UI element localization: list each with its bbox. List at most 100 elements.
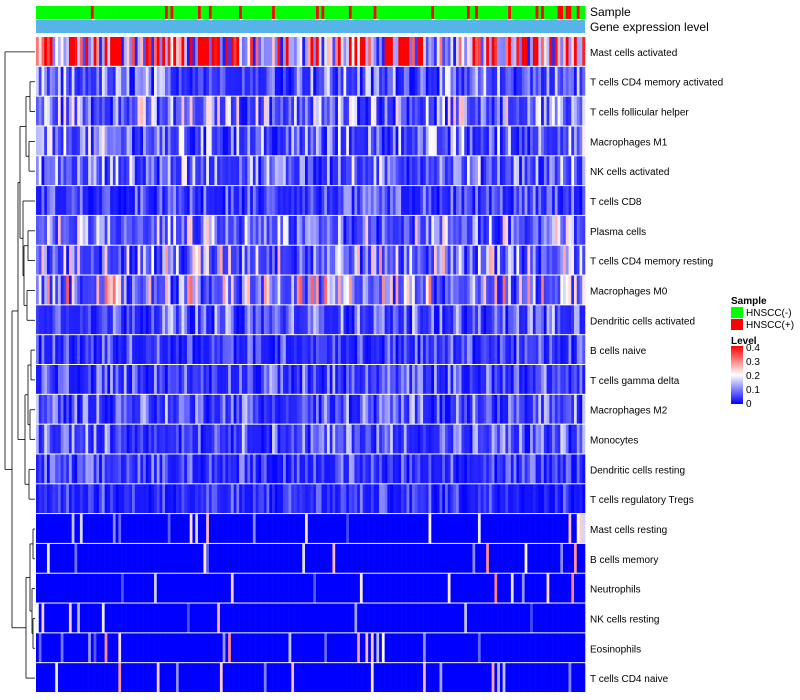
heatmap-cell	[494, 603, 498, 633]
sample-group-cell	[450, 6, 454, 19]
heatmap-cell	[258, 603, 262, 633]
row-label: B cells memory	[590, 555, 658, 566]
heatmap-cell	[46, 543, 51, 573]
heatmap-cell	[423, 394, 427, 424]
heatmap-cell	[340, 633, 344, 663]
heatmap-cell	[310, 335, 314, 364]
heatmap-cell	[225, 156, 229, 186]
heatmap-cell	[362, 126, 366, 156]
heatmap-cell	[541, 126, 545, 156]
heatmap-cell	[384, 126, 388, 156]
heatmap-cell	[250, 66, 254, 96]
heatmap-cell	[263, 603, 267, 633]
heatmap-cell	[294, 573, 298, 603]
row-label: Macrophages M2	[590, 406, 668, 417]
heatmap-cell	[184, 573, 188, 603]
heatmap-cell	[225, 305, 229, 335]
heatmap-cell	[392, 245, 396, 275]
heatmap-cell	[186, 633, 191, 663]
heatmap-cell	[299, 186, 303, 215]
heatmap-cell	[428, 424, 432, 454]
heatmap-cell	[156, 603, 160, 633]
heatmap-cell	[398, 484, 402, 514]
heatmap-cell	[71, 424, 75, 454]
heatmap-cell	[513, 633, 517, 663]
heatmap-cell	[176, 37, 180, 66]
heatmap-cell	[123, 603, 127, 633]
heatmap-cell	[77, 633, 81, 663]
heatmap-cell	[280, 603, 284, 633]
heatmap-cell	[107, 573, 111, 603]
sample-group-cell	[486, 6, 490, 19]
heatmap-cell	[126, 186, 130, 215]
heatmap-cell	[428, 305, 432, 335]
heatmap-cell	[162, 186, 166, 215]
heatmap-cell	[549, 305, 553, 335]
heatmap-cell	[428, 275, 432, 305]
heatmap-cell	[557, 96, 561, 126]
heatmap-cell	[450, 514, 454, 543]
heatmap-cell	[406, 37, 410, 66]
heatmap-cell	[420, 245, 424, 275]
heatmap-cell	[110, 156, 114, 186]
heatmap-cell	[434, 186, 438, 215]
heatmap-cell	[538, 156, 542, 186]
heatmap-cell	[82, 156, 86, 186]
heatmap-cell	[126, 633, 130, 663]
heatmap-cell	[491, 186, 495, 215]
heatmap-cell	[104, 126, 108, 156]
heatmap-cell	[423, 365, 427, 394]
heatmap-cell	[453, 484, 457, 514]
heatmap-cell	[395, 37, 399, 66]
heatmap-cell	[368, 573, 372, 603]
heatmap-cell	[104, 424, 108, 454]
heatmap-cell	[63, 663, 67, 692]
heatmap-cell	[307, 514, 311, 543]
heatmap-cell	[156, 305, 160, 335]
heatmap-cell	[541, 305, 545, 335]
heatmap-cell	[324, 37, 328, 66]
heatmap-cell	[409, 275, 413, 305]
heatmap-cell	[475, 245, 479, 275]
heatmap-cell	[305, 663, 309, 692]
heatmap-cell	[431, 365, 435, 394]
heatmap-cell	[409, 454, 413, 484]
heatmap-cell	[579, 37, 583, 66]
heatmap-cell	[521, 543, 525, 573]
heatmap-cell	[455, 126, 460, 156]
heatmap-cell	[203, 245, 207, 275]
heatmap-cell	[574, 245, 578, 275]
heatmap-cell	[263, 663, 267, 692]
heatmap-cell	[343, 365, 347, 394]
heatmap-cell	[365, 454, 369, 484]
sample-group-cell	[219, 6, 223, 19]
heatmap-cell	[472, 186, 476, 215]
sample-group-cell	[505, 6, 509, 19]
heatmap-cell	[370, 394, 374, 424]
heatmap-cell	[217, 543, 221, 573]
heatmap-cell	[225, 96, 229, 126]
heatmap-cell	[258, 66, 262, 96]
heatmap-cell	[79, 484, 83, 514]
heatmap-cell	[527, 37, 531, 66]
heatmap-cell	[132, 156, 136, 186]
heatmap-cell	[126, 454, 130, 484]
heatmap-cell	[571, 275, 575, 305]
heatmap-cell	[469, 484, 473, 514]
heatmap-cell	[52, 424, 56, 454]
heatmap-cell	[313, 66, 317, 96]
heatmap-cell	[417, 484, 421, 514]
heatmap-cell	[527, 305, 531, 335]
heatmap-cell	[280, 186, 284, 215]
heatmap-cell	[315, 424, 320, 454]
heatmap-cell	[129, 215, 133, 245]
heatmap-cell	[101, 37, 105, 66]
heatmap-cell	[291, 633, 295, 663]
heatmap-cell	[516, 424, 520, 454]
heatmap-cell	[483, 245, 487, 275]
heatmap-cell	[159, 186, 163, 215]
heatmap-cell	[324, 335, 328, 364]
heatmap-cell	[428, 37, 432, 66]
heatmap-cell	[101, 424, 105, 454]
heatmap-cell	[143, 543, 147, 573]
